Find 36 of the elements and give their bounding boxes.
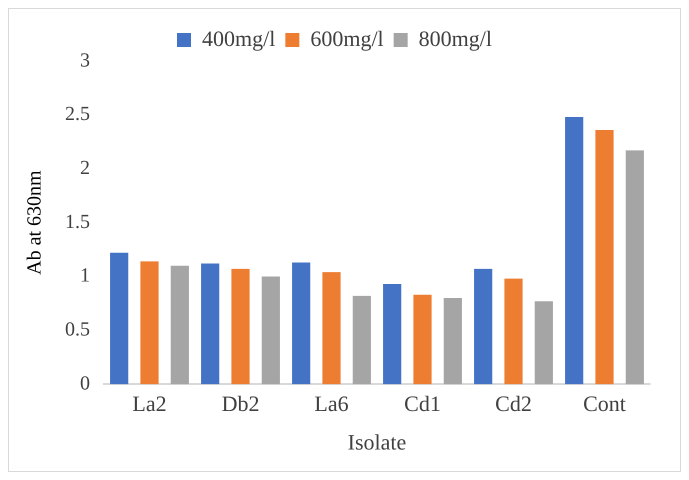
y-tick-label: 0 (80, 372, 90, 394)
y-tick-label: 3 (80, 49, 90, 72)
legend-label: 600mg/l (310, 26, 384, 51)
y-axis-title: Ab at 630nm (23, 170, 46, 275)
bar (170, 266, 189, 384)
bar (504, 278, 523, 384)
bar (534, 301, 553, 384)
bar (322, 272, 341, 384)
y-tick-label: 2 (80, 156, 90, 179)
x-tick-label: La2 (132, 391, 167, 416)
y-tick-label: 0.5 (65, 318, 90, 341)
bar (626, 150, 644, 384)
bar (565, 117, 584, 384)
bar (140, 261, 159, 384)
y-tick-label: 1.5 (65, 210, 90, 233)
bar (595, 130, 614, 384)
bar (413, 294, 432, 384)
x-axis-title: Isolate (348, 430, 406, 455)
legend-label: 800mg/l (418, 26, 492, 51)
bar (201, 264, 220, 384)
x-tick-label: Cd2 (495, 391, 532, 416)
bar (110, 252, 128, 384)
bar (231, 268, 250, 384)
x-tick-label: Cd1 (404, 391, 441, 416)
x-tick-label: La6 (314, 391, 349, 416)
bar (262, 276, 280, 384)
legend-label: 400mg/l (202, 26, 276, 51)
bar (444, 298, 462, 384)
bar (383, 284, 402, 384)
bar (292, 262, 310, 384)
bar (352, 296, 371, 384)
x-tick-label: Db2 (222, 391, 260, 416)
y-tick-label: 2.5 (65, 103, 90, 126)
x-tick-label: Cont (583, 391, 626, 416)
bar (474, 268, 492, 384)
y-tick-label: 1 (80, 264, 90, 287)
